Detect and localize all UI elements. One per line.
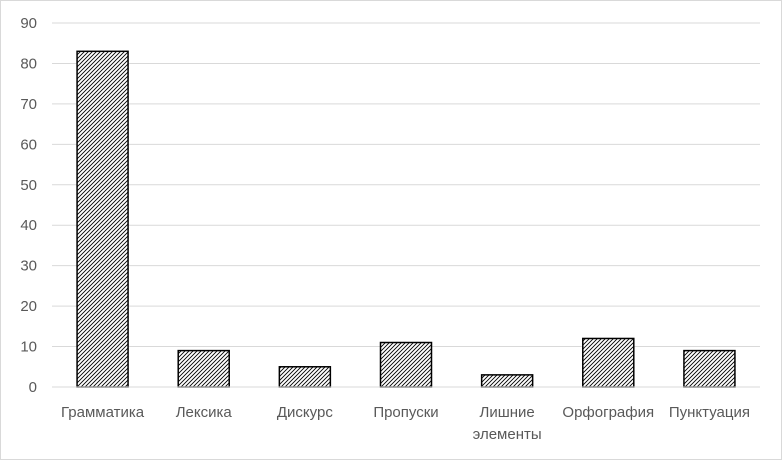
y-tick-label: 20 [20,298,37,315]
x-category-label-line: элементы [473,426,542,443]
y-tick-label: 10 [20,339,37,356]
y-tick-label: 70 [20,96,37,113]
bar [683,349,736,388]
bar [177,349,230,388]
bars [76,50,736,388]
y-axis-tick-labels: 0 10 20 30 40 50 60 70 80 90 [20,15,37,396]
x-category-label-line: Грамматика [61,404,145,421]
x-category-label: Пропуски [373,404,438,421]
x-category-label: Грамматика [61,404,145,421]
x-category-label-line: Пропуски [373,404,438,421]
y-tick-label: 90 [20,15,37,32]
bar [278,366,332,388]
x-category-label: Орфография [562,404,654,421]
y-tick-label: 60 [20,136,37,153]
bar [582,337,635,388]
x-category-label-line: Дискурс [277,404,333,421]
x-category-label-line: Лексика [176,404,233,421]
y-tick-label: 80 [20,55,37,72]
bar [379,341,433,388]
bar [76,50,129,388]
x-category-label-line: Орфография [562,404,654,421]
x-category-label: Лишние элементы [473,404,542,443]
x-axis-category-labels: Грамматика Лексика Дискурс Пропуски Лишние эл… [61,404,750,443]
x-category-label-line: Лишние [480,404,535,421]
x-category-label: Пунктуация [669,404,750,421]
x-category-label: Лексика [176,404,233,421]
bar [480,374,534,388]
y-tick-label: 50 [20,177,37,194]
gridlines [52,22,760,348]
x-category-label: Дискурс [277,404,333,421]
x-category-label-line: Пунктуация [669,404,750,421]
y-tick-label: 30 [20,258,37,275]
y-tick-label: 40 [20,217,37,234]
y-tick-label: 0 [29,379,37,396]
